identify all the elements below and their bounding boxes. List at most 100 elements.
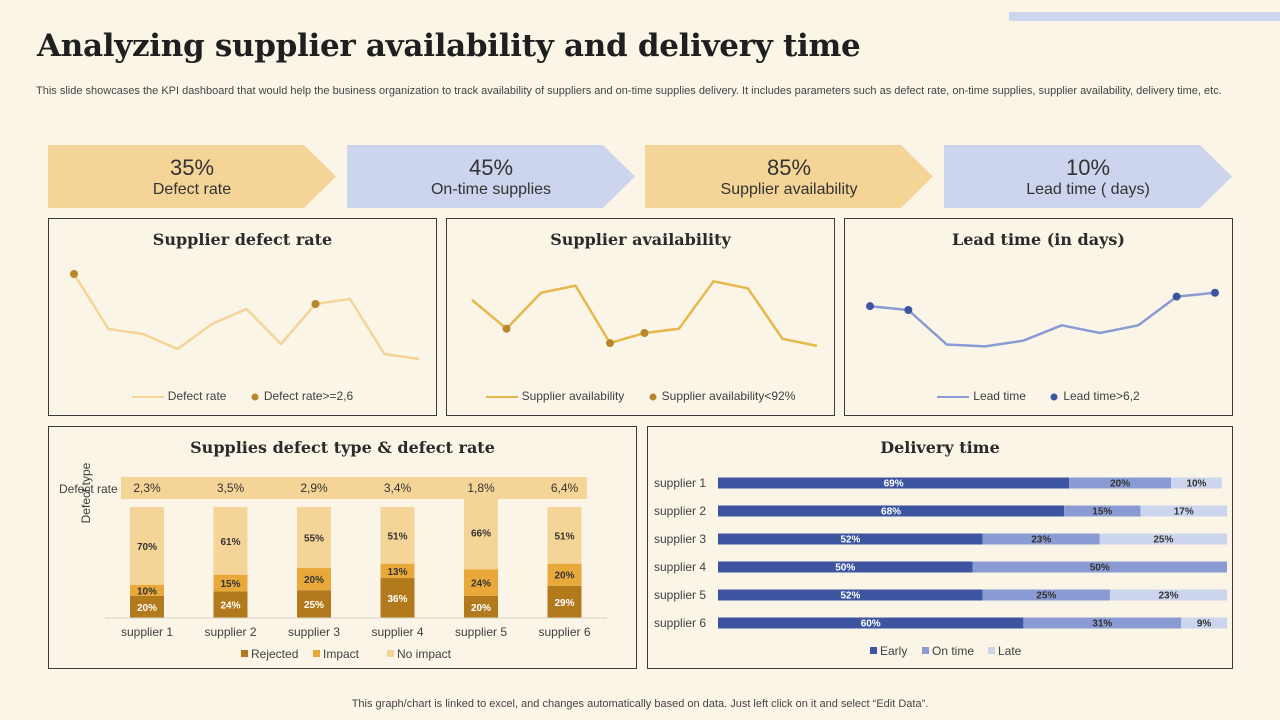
bar-segment-early	[718, 505, 1065, 517]
defect-rate-value: 3,5%	[217, 481, 245, 495]
kpi-defect-rate: 35% Defect rate	[48, 145, 338, 208]
legend-marker-swatch	[251, 393, 259, 401]
bar-data-label: 10%	[1186, 479, 1206, 490]
bar-data-label: 23%	[1158, 591, 1178, 602]
x-tick-label: supplier 3	[288, 625, 340, 639]
legend-swatch	[241, 650, 248, 657]
bar-segment-late	[1140, 505, 1227, 517]
x-tick-label: supplier 2	[204, 625, 256, 639]
bar-data-label: 55%	[304, 534, 324, 545]
bar-segment-impact	[380, 563, 415, 579]
y-axis-label: Defect type	[79, 462, 93, 523]
bar-segment-early	[718, 617, 1024, 629]
defect-rate-value: 2,3%	[133, 481, 161, 495]
panel-title: Supplies defect type & defect rate	[190, 438, 495, 457]
bar-data-label: 66%	[471, 529, 491, 540]
panel-supplier-defect-rate: Supplier defect rate Defect rate Defect …	[48, 218, 437, 416]
bar-segment-no-impact	[130, 507, 164, 585]
top-accent-bar	[1009, 12, 1280, 21]
bar-data-label: 13%	[387, 567, 407, 578]
defect-type-stacked-bar-chart: Defect type Defect rate 2,3% 3,5% 2,9% 3,4%…	[59, 462, 607, 661]
lead-time-line-chart	[866, 288, 1219, 348]
bar-segment-no-impact	[547, 507, 582, 564]
legend-label: Late	[998, 644, 1022, 658]
legend-label: Defect rate>=2,6	[263, 389, 354, 403]
y-tick-label: supplier 3	[654, 532, 706, 546]
bar-segment-late	[1181, 617, 1227, 629]
bar-data-label: 25%	[1153, 535, 1173, 546]
bar-data-label: 25%	[304, 600, 324, 611]
legend-item-marker: Defect rate>=2,6	[250, 389, 353, 403]
legend-line-swatch	[131, 395, 164, 398]
bar-segment-no-impact	[380, 507, 415, 564]
legend-label: Rejected	[251, 647, 298, 661]
kpi-label: On-time supplies	[430, 181, 552, 198]
bar-data-label: 24%	[471, 578, 491, 589]
bar-segment-late	[1171, 477, 1222, 489]
x-tick-label: supplier 4	[371, 625, 423, 639]
panel-title: Lead time (in days)	[952, 230, 1125, 249]
panel-title: Delivery time	[880, 438, 1000, 457]
bar-segment-early	[718, 589, 983, 601]
bar-data-label: 60%	[861, 619, 881, 630]
kpi-chevron	[347, 145, 635, 208]
legend-item-line: Lead time	[937, 389, 1026, 403]
delivery-time-bar-chart: supplier 1 69% 20% 10% supplier 2 68% 15% 17% su…	[654, 476, 1227, 658]
legend-item-line: Supplier availability	[485, 389, 624, 403]
bar-data-label: 20%	[137, 603, 157, 614]
bar-data-label: 69%	[884, 479, 904, 490]
kpi-chevron	[645, 145, 933, 208]
bar-segment-rejected	[213, 591, 248, 618]
slide-title: Analyzing supplier availability and deli…	[37, 28, 861, 64]
kpi-chevron-shape	[944, 145, 1232, 208]
footer-note: This graph/chart is linked to excel, and…	[351, 698, 929, 710]
legend-label: No impact	[397, 647, 452, 661]
bar-segment-rejected	[380, 578, 415, 618]
bar-data-label: 10%	[137, 586, 157, 597]
x-tick-label: supplier 6	[538, 625, 590, 639]
bar-segment-on-time	[982, 533, 1100, 545]
series-line	[72, 273, 420, 361]
bar-data-label: 51%	[554, 531, 574, 542]
highlight-marker	[1211, 288, 1219, 297]
kpi-chevron-shape	[645, 145, 933, 208]
bar-data-label: 50%	[835, 563, 855, 574]
highlight-marker	[70, 270, 78, 278]
bar-segment-no-impact	[213, 507, 248, 575]
bar-data-label: 51%	[387, 531, 407, 542]
bar-data-label: 29%	[554, 598, 574, 609]
bar-data-label: 9%	[1197, 619, 1212, 630]
defect-rate-value: 6,4%	[551, 481, 579, 495]
legend-label: Supplier availability<92%	[661, 389, 796, 403]
legend-item-line: Defect rate	[131, 389, 226, 403]
defect-rate-value: 2,9%	[300, 481, 328, 495]
x-tick-label: supplier 1	[121, 625, 173, 639]
legend-marker-swatch	[1050, 393, 1058, 401]
bar-segment-on-time	[982, 589, 1110, 601]
kpi-chevron	[944, 145, 1232, 208]
bar-segment-early	[718, 561, 973, 573]
legend-label: On time	[932, 644, 974, 658]
legend-item-marker: Lead time>6,2	[1049, 389, 1140, 403]
legend-label: Impact	[323, 647, 360, 661]
kpi-value: 45%	[468, 155, 514, 180]
bar-segment-no-impact	[464, 495, 498, 570]
bar-data-label: 50%	[1090, 563, 1110, 574]
bar-segment-rejected	[297, 590, 331, 618]
kpi-value: 85%	[766, 155, 812, 180]
panel-defect-type: Supplies defect type & defect rate Defec…	[48, 426, 637, 669]
y-tick-label: supplier 4	[654, 560, 706, 574]
defect-rate-row-label: Defect rate	[59, 482, 118, 496]
bar-segment-early	[718, 477, 1070, 489]
bar-data-label: 52%	[840, 591, 860, 602]
chart-legend: Lead time Lead time>6,2	[845, 389, 1232, 403]
slide-subtitle: This slide showcases the KPI dashboard t…	[36, 85, 1222, 97]
bar-data-label: 20%	[304, 575, 324, 586]
bar-data-label: 61%	[220, 537, 240, 548]
highlight-marker	[640, 329, 649, 337]
kpi-chevron	[48, 145, 336, 208]
panel-title: Supplier defect rate	[152, 230, 333, 249]
kpi-label: Supplier availability	[720, 181, 858, 198]
bar-data-label: 36%	[387, 594, 407, 605]
kpi-label: Lead time ( days)	[1026, 181, 1150, 198]
